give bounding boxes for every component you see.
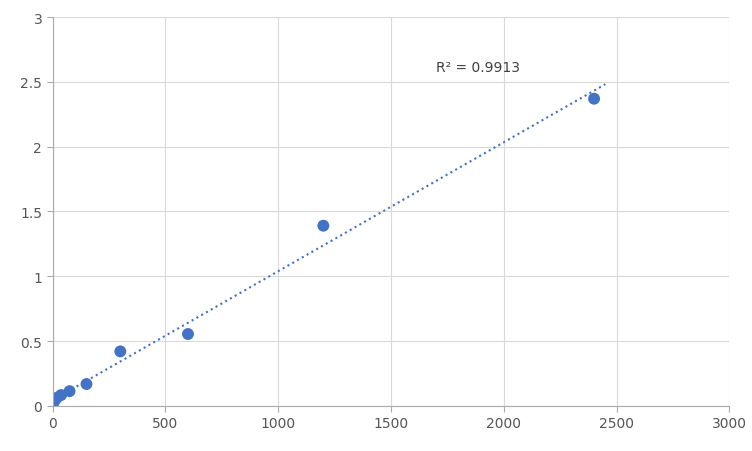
Text: R² = 0.9913: R² = 0.9913 (436, 61, 520, 75)
Point (55, 391, 67, 399)
Point (588, 96, 600, 103)
Point (80, 381, 92, 388)
Point (63, 388, 75, 395)
Point (47, 402, 59, 409)
Point (182, 331, 194, 338)
Point (317, 223, 329, 230)
Point (114, 348, 126, 355)
Point (51, 394, 63, 401)
Point (49, 397, 61, 404)
